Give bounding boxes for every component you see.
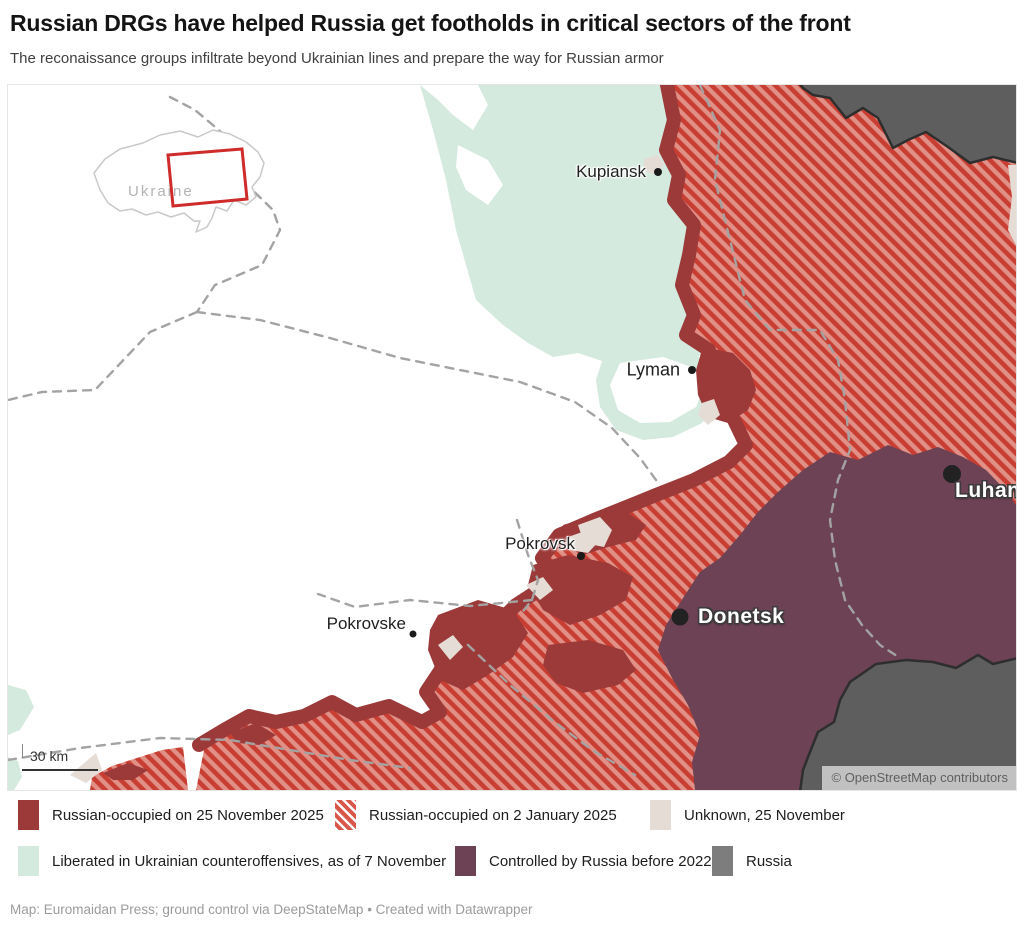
map-canvas: Kupiansk Lyman Pokrovsk Pokrovske Donets… [8, 85, 1016, 790]
scale-bar-line [22, 769, 98, 771]
city-label-kupiansk: Kupiansk [576, 162, 646, 181]
legend-item-pre2022: Controlled by Russia before 2022 [455, 846, 712, 876]
legend-swatch-hatched-red [335, 800, 356, 830]
region-russia-south [799, 653, 1016, 790]
region-white-patches [420, 85, 705, 423]
inset-ukraine-label: Ukraine [128, 183, 194, 200]
city-dot-lyman [688, 366, 696, 374]
legend-swatch-solid-red [18, 800, 39, 830]
legend-swatch-purple [455, 846, 476, 876]
oblast-border-dashed [8, 85, 902, 777]
legend-item-unknown: Unknown, 25 November [650, 800, 845, 830]
legend: Russian-occupied on 25 November 2025 Rus… [0, 798, 1024, 890]
footer-credit: Map: Euromaidan Press; ground control vi… [10, 902, 533, 917]
city-dot-kupiansk [654, 168, 662, 176]
legend-label: Russian-occupied on 2 January 2025 [369, 806, 617, 824]
legend-label: Controlled by Russia before 2022 [489, 852, 712, 870]
legend-swatch-mint [18, 846, 39, 876]
legend-label: Unknown, 25 November [684, 806, 845, 824]
legend-item-russia: Russia [712, 846, 792, 876]
page-subtitle: The reconaissance groups infiltrate beyo… [10, 50, 664, 67]
legend-label: Russia [746, 852, 792, 870]
page-title: Russian DRGs have helped Russia get foot… [10, 10, 851, 36]
legend-swatch-beige [650, 800, 671, 830]
inset-map [93, 129, 265, 233]
city-dot-pokrovsk [577, 552, 585, 560]
legend-label: Russian-occupied on 25 November 2025 [52, 806, 324, 824]
legend-item-liberated: Liberated in Ukrainian counteroffensives… [18, 846, 446, 876]
map-svg [8, 85, 1016, 790]
inset-focus-rect [166, 147, 249, 208]
city-dot-pokrovske [409, 630, 417, 638]
osm-attribution[interactable]: © OpenStreetMap contributors [821, 766, 1016, 790]
city-dot-donetsk [671, 608, 689, 626]
city-label-pokrovsk: Pokrovsk [505, 534, 575, 553]
scale-bar: 30 km [22, 744, 98, 771]
city-dots [409, 168, 961, 638]
region-russia [798, 85, 1016, 790]
region-russia-north [798, 85, 1016, 165]
legend-item-occupied-2jan: Russian-occupied on 2 January 2025 [335, 800, 617, 830]
city-dot-luhansk [943, 465, 961, 483]
region-unknown [70, 155, 1016, 783]
scale-bar-tick [22, 744, 23, 758]
city-label-lyman: Lyman [626, 359, 680, 380]
legend-item-occupied-25nov: Russian-occupied on 25 November 2025 [18, 800, 324, 830]
city-label-donetsk: Donetsk [698, 605, 785, 628]
city-label-pokrovske: Pokrovske [326, 614, 406, 633]
scale-bar-label: 30 km [30, 748, 69, 764]
legend-label: Liberated in Ukrainian counteroffensives… [52, 852, 447, 870]
legend-swatch-gray [712, 846, 733, 876]
city-label-luhansk: Luhansk [955, 479, 1016, 502]
